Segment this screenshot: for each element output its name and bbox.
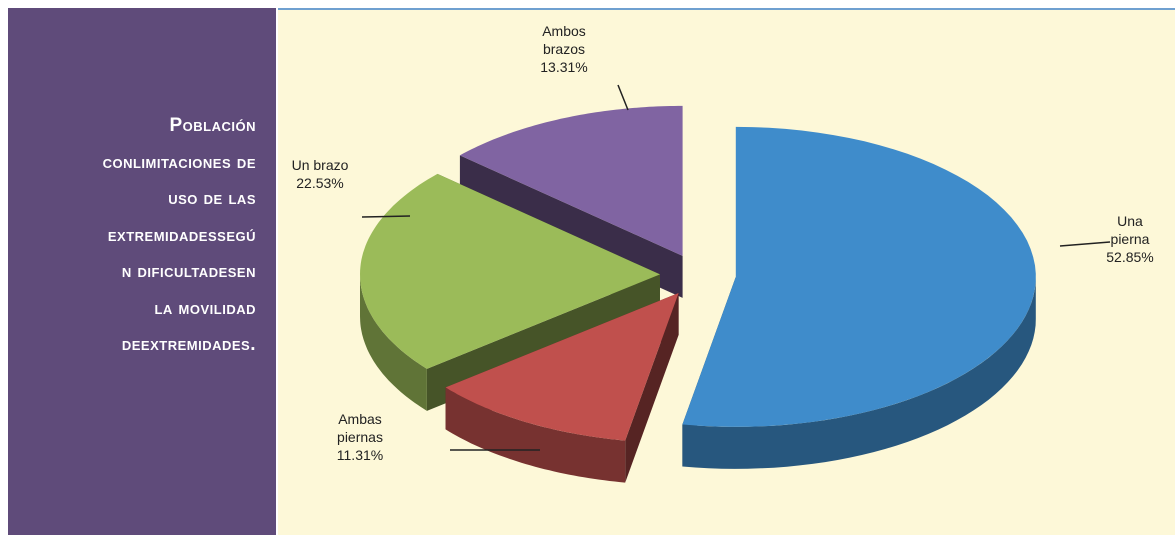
title-line: Población	[169, 115, 256, 136]
slice-top	[459, 105, 683, 256]
leader-line	[361, 215, 411, 218]
slice-label: Un brazo	[291, 157, 349, 173]
leader-line	[1059, 241, 1111, 247]
slice-wall	[360, 274, 427, 411]
title-line: extremidadessegú	[107, 224, 256, 246]
slice-label: Una pierna	[1110, 213, 1150, 247]
slice-wall	[445, 387, 626, 483]
slice-value-label: 22.53%	[296, 175, 344, 191]
title-line: n dificultadesen	[121, 261, 256, 282]
slice-top	[445, 293, 679, 441]
slice-label: Ambos brazos	[542, 23, 586, 57]
plot-area: Una pierna 52.85% Ambas piernas 11.31% Un br…	[278, 8, 1175, 535]
slice	[445, 293, 679, 483]
slice-wall	[682, 276, 1036, 469]
leader-line	[617, 84, 629, 111]
title-line: deextremidades.	[121, 334, 256, 355]
slice	[682, 126, 1036, 469]
title-panel: Población conlimitaciones de uso de las ext…	[8, 8, 276, 535]
slice-top	[682, 126, 1036, 427]
chart	[360, 84, 1111, 483]
slice-value-label: 13.31%	[540, 59, 588, 75]
title-line: la movilidad	[154, 297, 256, 319]
slice-top	[360, 173, 660, 369]
title: Población conlimitaciones de uso de las ext…	[103, 108, 256, 364]
slice-label: Ambas piernas	[337, 411, 383, 445]
title-line: uso de las	[168, 188, 256, 209]
title-line: conlimitaciones de	[102, 151, 256, 173]
slice-value-label: 52.85%	[1106, 249, 1154, 265]
slice-value-label: 11.31%	[336, 447, 384, 463]
